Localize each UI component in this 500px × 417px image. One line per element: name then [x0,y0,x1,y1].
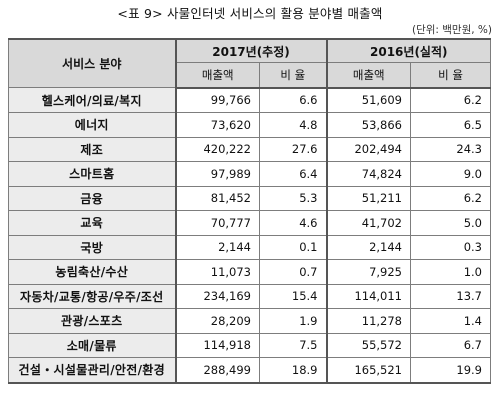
header-ratio-2016: 비 율 [410,62,491,89]
revenue-2017-cell: 11,073 [174,259,260,285]
ratio-2017-cell: 0.7 [259,259,327,285]
revenue-2017-cell: 28,209 [174,308,260,334]
revenue-2017-cell: 114,918 [174,332,260,358]
table-row: 에너지 73,620 4.8 53,866 6.5 [8,112,491,138]
revenue-2016-cell: 51,609 [325,87,411,113]
revenue-2016-cell: 41,702 [325,210,411,236]
ratio-2017-cell: 6.6 [259,87,327,113]
ratio-2017-cell: 15.4 [259,283,327,309]
revenue-2017-cell: 420,222 [174,136,260,162]
table-row: 헬스케어/의료/복지 99,766 6.6 51,609 6.2 [8,87,491,113]
header-ratio-2017: 비 율 [259,62,327,89]
ratio-2017-cell: 7.5 [259,332,327,358]
revenue-2016-cell: 11,278 [325,308,411,334]
revenue-2016-cell: 53,866 [325,112,411,138]
table-row: 농림축산/수산 11,073 0.7 7,925 1.0 [8,259,491,285]
ratio-2017-cell: 5.3 [259,185,327,211]
service-field-cell: 농림축산/수산 [8,259,176,285]
table-row: 소매/물류 114,918 7.5 55,572 6.7 [8,332,491,358]
revenue-2017-cell: 2,144 [174,234,260,260]
ratio-2017-cell: 18.9 [259,357,327,383]
revenue-2017-cell: 288,499 [174,357,260,383]
unit-note: (단위: 백만원, %) [411,24,492,36]
header-revenue-2016: 매출액 [325,62,411,89]
ratio-2016-cell: 0.3 [410,234,491,260]
ratio-2016-cell: 19.9 [410,357,491,383]
table-row: 제조 420,222 27.6 202,494 24.3 [8,136,491,162]
service-field-cell: 국방 [8,234,176,260]
ratio-2017-cell: 0.1 [259,234,327,260]
revenue-2016-cell: 2,144 [325,234,411,260]
table-row: 건설・시설물관리/안전/환경 288,499 18.9 165,521 19.9 [8,357,491,383]
service-field-cell: 소매/물류 [8,332,176,358]
ratio-2016-cell: 24.3 [410,136,491,162]
table-row: 자동차/교통/항공/우주/조선 234,169 15.4 114,011 13.7 [8,283,491,309]
revenue-table: 서비스 분야 2017년(추정) 2016년(실적) 매출액 비 율 매출액 비… [8,38,491,384]
table-row: 스마트홈 97,989 6.4 74,824 9.0 [8,161,491,187]
ratio-2016-cell: 9.0 [410,161,491,187]
service-field-cell: 건설・시설물관리/안전/환경 [8,357,176,383]
table-title: <표 9> 사물인터넷 서비스의 활용 분야별 매출액 [117,6,383,21]
table-row: 국방 2,144 0.1 2,144 0.3 [8,234,491,260]
ratio-2017-cell: 27.6 [259,136,327,162]
ratio-2016-cell: 1.4 [410,308,491,334]
service-field-cell: 자동차/교통/항공/우주/조선 [8,283,176,309]
revenue-2016-cell: 7,925 [325,259,411,285]
service-field-cell: 제조 [8,136,176,162]
ratio-2017-cell: 6.4 [259,161,327,187]
table-body: 헬스케어/의료/복지 99,766 6.6 51,609 6.2 에너지 73,620 4.8… [8,87,491,383]
table-row: 금융 81,452 5.3 51,211 6.2 [8,185,491,211]
service-field-cell: 스마트홈 [8,161,176,187]
revenue-2017-cell: 97,989 [174,161,260,187]
revenue-2017-cell: 81,452 [174,185,260,211]
revenue-2016-cell: 55,572 [325,332,411,358]
ratio-2016-cell: 6.5 [410,112,491,138]
revenue-2017-cell: 70,777 [174,210,260,236]
revenue-2017-cell: 73,620 [174,112,260,138]
ratio-2016-cell: 1.0 [410,259,491,285]
revenue-2017-cell: 234,169 [174,283,260,309]
ratio-2016-cell: 6.7 [410,332,491,358]
table-row: 교육 70,777 4.6 41,702 5.0 [8,210,491,236]
revenue-2016-cell: 51,211 [325,185,411,211]
ratio-2016-cell: 5.0 [410,210,491,236]
ratio-2016-cell: 13.7 [410,283,491,309]
service-field-cell: 교육 [8,210,176,236]
ratio-2016-cell: 6.2 [410,185,491,211]
header-year-2017: 2017년(추정) [174,38,327,63]
revenue-2016-cell: 165,521 [325,357,411,383]
service-field-cell: 금융 [8,185,176,211]
header-year-2016: 2016년(실적) [325,38,491,63]
ratio-2017-cell: 1.9 [259,308,327,334]
revenue-2016-cell: 74,824 [325,161,411,187]
table-row: 관광/스포츠 28,209 1.9 11,278 1.4 [8,308,491,334]
revenue-2016-cell: 114,011 [325,283,411,309]
revenue-2016-cell: 202,494 [325,136,411,162]
revenue-2017-cell: 99,766 [174,87,260,113]
ratio-2016-cell: 6.2 [410,87,491,113]
service-field-cell: 에너지 [8,112,176,138]
header-service-field: 서비스 분야 [8,38,176,88]
ratio-2017-cell: 4.8 [259,112,327,138]
header-revenue-2017: 매출액 [174,62,260,89]
ratio-2017-cell: 4.6 [259,210,327,236]
service-field-cell: 관광/스포츠 [8,308,176,334]
service-field-cell: 헬스케어/의료/복지 [8,87,176,113]
